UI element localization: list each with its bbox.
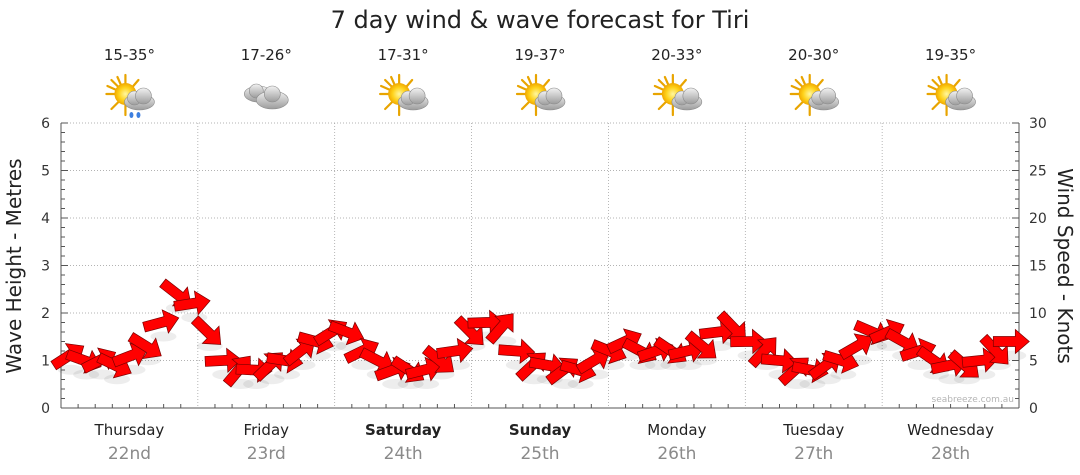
day-name-label: Thursday (94, 421, 165, 439)
wind-arrow (684, 330, 717, 359)
wind-arrow (190, 315, 222, 345)
wind-arrow (979, 333, 1009, 365)
wind-arrow (838, 333, 873, 361)
wind-arrow-shadow (397, 379, 424, 389)
y-left-tick-label: 6 (41, 116, 50, 132)
watermark: seabreeze.com.au (932, 395, 1014, 405)
wind-arrow-shadow (660, 360, 687, 370)
day-name-label: Monday (647, 421, 706, 439)
wind-arrow (111, 342, 148, 368)
y-left-tick-label: 4 (41, 211, 50, 227)
wind-arrow (453, 315, 484, 346)
wind-arrow (992, 328, 1030, 355)
wind-arrow (747, 337, 777, 369)
wind-arrow-shadow (413, 379, 440, 389)
wind-arrow-shadow (104, 374, 131, 385)
y-left-tick-label: 3 (41, 259, 50, 275)
y-left-tick-label: 0 (41, 401, 50, 417)
day-temperature: 20-33° (651, 46, 702, 64)
wind-arrow-shadow (567, 379, 594, 389)
sun-cloud-icon (926, 73, 977, 117)
wind-arrow (127, 332, 162, 360)
sun-cloud-icon (515, 73, 567, 117)
wind-arrow-shadow (274, 369, 301, 380)
wind-arrow-shadow (938, 374, 965, 385)
sun-cloud-icon (379, 73, 430, 117)
y-right-tick-label: 15 (1029, 259, 1047, 275)
wind-arrow (421, 344, 455, 373)
wind-arrow-shadow (629, 360, 656, 370)
y-axis-right-title: Wind Speed - Knots (1053, 168, 1077, 364)
wind-arrow (204, 347, 242, 374)
wind-arrow-shadow (907, 360, 934, 370)
day-date-label: 25th (520, 444, 559, 464)
day-date-label: 23rd (247, 444, 286, 464)
day-name-label: Tuesday (782, 421, 844, 439)
sun-cloud-icon (652, 73, 703, 117)
y-right-tick-label: 10 (1029, 306, 1047, 322)
day-name-label: Saturday (365, 421, 442, 439)
wind-arrow-shadow (382, 379, 409, 389)
wind-arrow (961, 347, 999, 373)
y-right-tick-label: 20 (1029, 211, 1047, 227)
y-right-tick-label: 25 (1029, 164, 1047, 180)
day-date-label: 24th (384, 444, 423, 464)
day-temperature: 19-35° (925, 46, 976, 64)
wind-arrow (436, 337, 474, 364)
y-left-tick-label: 2 (41, 306, 50, 322)
wind-arrow-shadow (552, 379, 579, 389)
day-temperature: 17-31° (378, 46, 429, 64)
sun-cloud-icon (789, 73, 840, 117)
day-name-label: Sunday (509, 421, 572, 439)
wind-arrow-shadow (644, 360, 671, 370)
wind-arrow (142, 309, 180, 334)
y-right-tick-label: 30 (1029, 116, 1047, 132)
cloud-icon (243, 83, 289, 110)
day-date-label: 22nd (108, 444, 151, 464)
day-temperature: 20-30° (788, 46, 839, 64)
wind-arrow (327, 320, 365, 346)
y-right-tick-label: 5 (1029, 354, 1038, 370)
wind-arrow-shadow (243, 379, 270, 389)
day-name-label: Wednesday (907, 421, 994, 439)
wind-arrow-shadow (675, 360, 702, 370)
y-left-tick-label: 5 (41, 164, 50, 180)
day-temperature: 19-37° (514, 46, 565, 64)
wind-arrow (730, 328, 768, 355)
wind-arrow-shadow (783, 379, 810, 389)
chart-title: 7 day wind & wave forecast for Tiri (331, 6, 750, 34)
day-temperature: 17-26° (241, 46, 292, 64)
day-name-label: Friday (244, 421, 290, 439)
wind-arrow-shadow (150, 331, 177, 342)
day-temperature: 15-35° (104, 46, 155, 64)
y-right-tick-label: 0 (1029, 401, 1038, 417)
wind-arrow (575, 347, 610, 375)
day-date-label: 26th (657, 444, 696, 464)
y-left-tick-label: 1 (41, 354, 50, 370)
wind-arrow-shadow (73, 369, 100, 380)
day-date-label: 27th (794, 444, 833, 464)
wind-arrow (485, 313, 514, 345)
wind-arrow-shadow (88, 369, 115, 380)
wind-arrow (173, 290, 211, 316)
wind-arrow-shadow (830, 369, 857, 380)
y-axis-left-title: Wave Height - Metres (2, 158, 26, 373)
wind-arrow (405, 356, 443, 382)
wind-arrow (282, 338, 316, 367)
wind-arrow-shadow (57, 364, 84, 375)
wind-arrow-shadow (799, 379, 826, 389)
day-date-label: 28th (931, 444, 970, 464)
sun-cloud-rain-icon (106, 75, 154, 118)
wind-arrow (498, 338, 536, 364)
